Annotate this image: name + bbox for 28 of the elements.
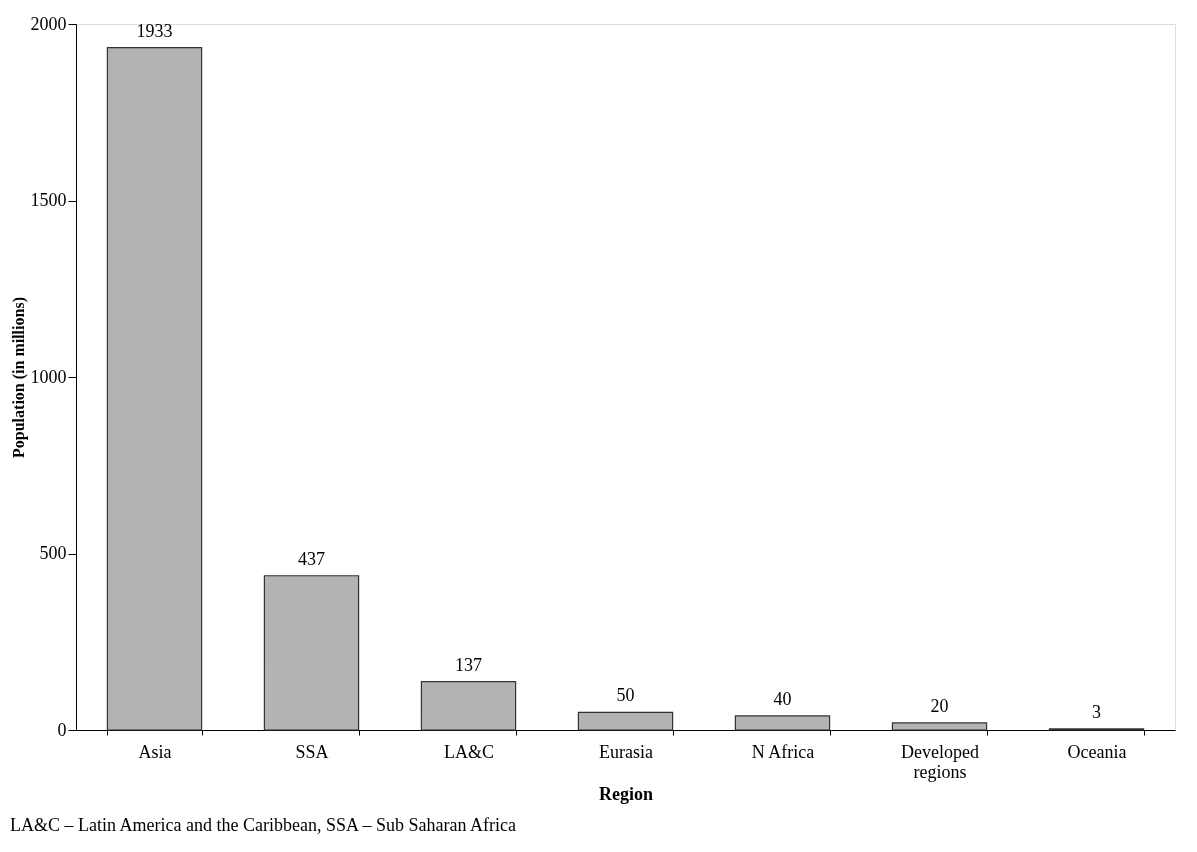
bar: [420, 681, 517, 731]
x-tick-label: N Africa: [751, 741, 815, 762]
x-axis-title: Region: [599, 783, 653, 804]
bar: [106, 47, 203, 731]
y-tick-label: 0: [57, 719, 67, 740]
bar: [577, 711, 674, 731]
x-tick-label: SSA: [295, 741, 329, 762]
x-tick-label: Eurasia: [599, 741, 653, 762]
x-tick-label: Oceania: [1067, 741, 1127, 762]
data-label: 3: [1092, 701, 1101, 722]
x-tick-label: Developed regions: [901, 741, 979, 782]
data-label: 437: [298, 548, 325, 569]
data-label: 1933: [136, 20, 173, 41]
x-tick-label: LA&C: [443, 741, 495, 762]
y-axis-title: Population (in millions): [9, 297, 28, 458]
x-tick-label: Asia: [138, 741, 172, 762]
data-label: 20: [930, 695, 949, 716]
data-label: 40: [773, 688, 792, 709]
bar: [891, 722, 988, 731]
y-tick-label: 1500: [30, 190, 67, 210]
data-label: 50: [616, 685, 635, 706]
y-tick-label: 500: [39, 543, 67, 563]
y-tick-label: 1000: [30, 366, 67, 387]
y-tick-label: 2000: [30, 13, 67, 34]
bar: [734, 715, 831, 731]
text: LA&C – Latin America and the Caribbean, SSA – Sub Saharan Africa: [10, 815, 516, 835]
bar: [263, 575, 360, 731]
data-label: 137: [455, 654, 482, 675]
